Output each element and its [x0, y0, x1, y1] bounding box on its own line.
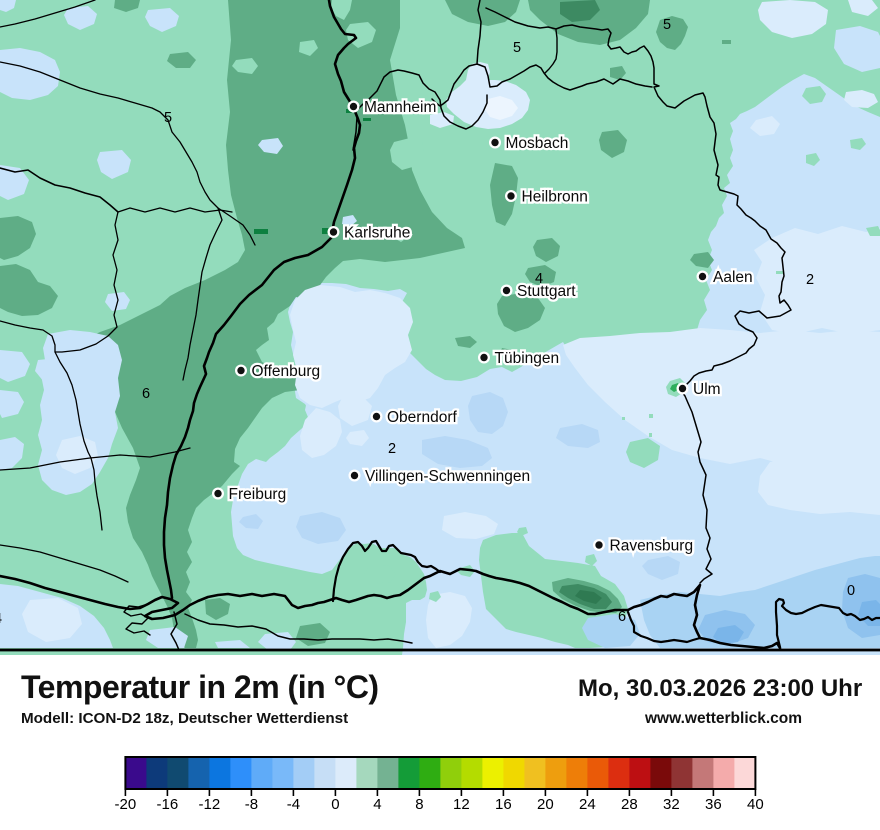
svg-text:8: 8 [415, 796, 423, 813]
svg-text:-8: -8 [245, 796, 258, 813]
svg-text:2: 2 [806, 272, 814, 288]
svg-text:Mannheim: Mannheim [364, 99, 436, 116]
svg-text:5: 5 [164, 110, 172, 126]
svg-text:36: 36 [705, 796, 722, 813]
svg-text:Karlsruhe: Karlsruhe [344, 225, 410, 242]
svg-text:4: 4 [0, 611, 2, 627]
svg-text:6: 6 [142, 386, 150, 402]
svg-text:4: 4 [373, 796, 381, 813]
svg-text:Offenburg: Offenburg [252, 363, 321, 380]
svg-text:Heilbronn: Heilbronn [522, 189, 588, 206]
svg-text:24: 24 [579, 796, 596, 813]
svg-text:6: 6 [618, 609, 626, 625]
svg-text:28: 28 [621, 796, 638, 813]
svg-text:0: 0 [331, 796, 339, 813]
svg-text:Mosbach: Mosbach [506, 135, 569, 152]
svg-text:Villingen-Schwenningen: Villingen-Schwenningen [365, 468, 530, 485]
svg-text:Freiburg: Freiburg [229, 486, 287, 503]
svg-text:Aalen: Aalen [713, 269, 753, 286]
svg-text:5: 5 [513, 40, 521, 56]
svg-text:Ravensburg: Ravensburg [610, 538, 694, 555]
svg-text:Stuttgart: Stuttgart [517, 283, 576, 300]
svg-text:Ulm: Ulm [693, 381, 721, 398]
svg-text:Tübingen: Tübingen [495, 350, 560, 367]
svg-text:20: 20 [537, 796, 554, 813]
svg-text:-16: -16 [157, 796, 179, 813]
svg-text:Oberndorf: Oberndorf [387, 409, 457, 426]
svg-text:5: 5 [663, 17, 671, 33]
svg-text:12: 12 [453, 796, 470, 813]
svg-text:4: 4 [535, 271, 543, 287]
svg-text:2: 2 [388, 441, 396, 457]
svg-text:16: 16 [495, 796, 512, 813]
svg-text:-12: -12 [199, 796, 221, 813]
svg-text:-20: -20 [115, 796, 137, 813]
svg-text:-4: -4 [287, 796, 300, 813]
svg-text:0: 0 [847, 583, 855, 599]
svg-text:32: 32 [663, 796, 680, 813]
svg-text:40: 40 [747, 796, 764, 813]
